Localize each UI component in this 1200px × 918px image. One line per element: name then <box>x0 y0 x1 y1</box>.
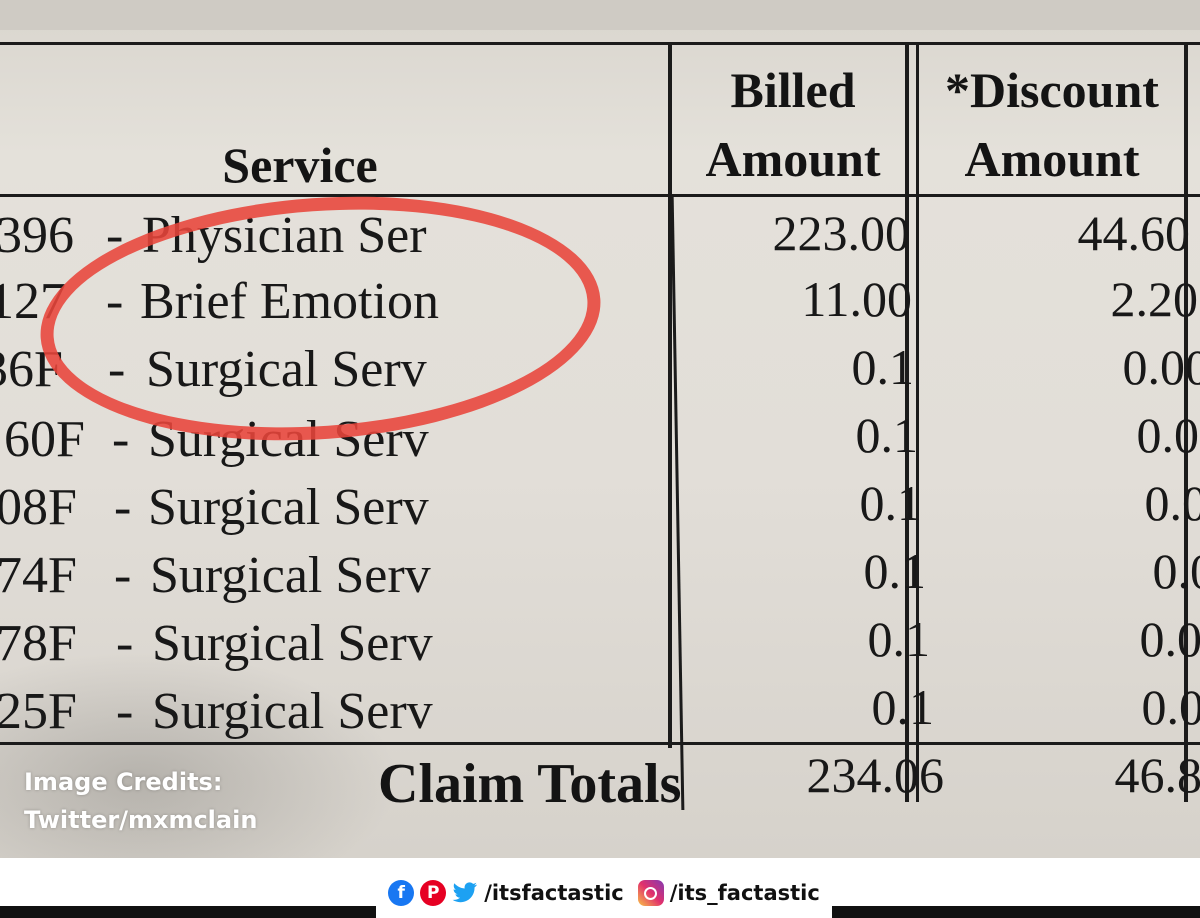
billed-header-line2: Amount <box>705 131 881 187</box>
discount-header-line1: *Discount <box>945 62 1159 118</box>
discount-amount: 0.00 <box>1136 407 1200 463</box>
social-handles-bar: f P /itsfactastic /its_factastic <box>376 868 832 918</box>
service-code: 60F <box>4 411 85 468</box>
service-code: 127 <box>0 273 66 330</box>
billed-amount: 0.1 <box>851 339 915 395</box>
service-separator: - <box>112 411 130 468</box>
discount-amount: 0.00 <box>1144 475 1200 531</box>
discount-amount: 44.60 <box>1077 205 1191 261</box>
social-handle-instagram[interactable]: /its_factastic <box>669 881 820 905</box>
pinterest-icon[interactable]: P <box>420 880 447 906</box>
service-name: Surgical Serv <box>146 341 427 398</box>
service-name: Surgical Serv <box>148 411 429 468</box>
discount-amount: 0.0 <box>1141 679 1200 735</box>
service-code: 078F <box>0 615 77 672</box>
billed-amount: 223.00 <box>772 205 911 261</box>
discount-header-line2: Amount <box>964 131 1140 187</box>
discount-amount: 0.00 <box>1152 543 1200 599</box>
service-code: 725F <box>0 683 77 740</box>
service-separator: - <box>116 683 134 740</box>
service-name: Surgical Serv <box>152 615 433 672</box>
image-credits-source: Twitter/mxmclain <box>24 806 258 834</box>
twitter-icon[interactable] <box>452 880 478 906</box>
column-divider-billed-inner <box>916 42 919 802</box>
discount-amount: 0.00 <box>1122 339 1200 395</box>
table-top-rule <box>0 42 1200 45</box>
hand-shadow <box>0 650 400 858</box>
service-name: Physician Ser <box>142 207 427 264</box>
paper-top-edge <box>0 0 1200 30</box>
totals-top-rule <box>0 742 1200 745</box>
service-separator: - <box>114 547 132 604</box>
receipt-photo: Service Billed Amount *Discount Amount 3… <box>0 0 1200 858</box>
discount-amount: 0.0 <box>1139 611 1200 667</box>
image-credits-label: Image Credits: <box>24 768 223 796</box>
facebook-icon[interactable]: f <box>388 880 415 906</box>
total-discount-amount: 46.8 <box>1114 747 1200 803</box>
service-separator: - <box>116 615 134 672</box>
service-name: Brief Emotion <box>140 273 439 330</box>
billed-amount: 0.1 <box>871 679 935 735</box>
service-separator: - <box>106 273 124 330</box>
column-divider-discount <box>1184 42 1188 802</box>
billed-amount: 0.1 <box>855 407 919 463</box>
header-bottom-rule <box>0 194 1200 197</box>
service-header: Service <box>222 137 378 193</box>
billed-amount: 11.00 <box>801 271 912 327</box>
service-name: Surgical Serv <box>150 547 431 604</box>
service-separator: - <box>114 479 132 536</box>
billed-amount: 0.1 <box>859 475 923 531</box>
claim-totals-label: Claim Totals <box>378 753 682 815</box>
service-name: Surgical Serv <box>152 683 433 740</box>
service-separator: - <box>108 341 126 398</box>
column-divider-service <box>668 42 672 748</box>
discount-amount: 2.20 <box>1110 271 1199 327</box>
service-name: Surgical Serv <box>148 479 429 536</box>
social-handle-main[interactable]: /itsfactastic <box>484 881 624 905</box>
billed-amount: 0.1 <box>863 543 927 599</box>
instagram-icon[interactable] <box>637 880 664 906</box>
service-code: 396 <box>0 207 74 264</box>
billed-amount: 0.1 <box>867 611 931 667</box>
service-code: 36F <box>0 341 63 398</box>
service-separator: - <box>106 207 124 264</box>
total-billed-amount: 234.06 <box>806 747 945 803</box>
column-divider-billed-left <box>670 195 685 810</box>
billed-header-line1: Billed <box>730 62 856 118</box>
column-divider-billed <box>905 42 909 802</box>
